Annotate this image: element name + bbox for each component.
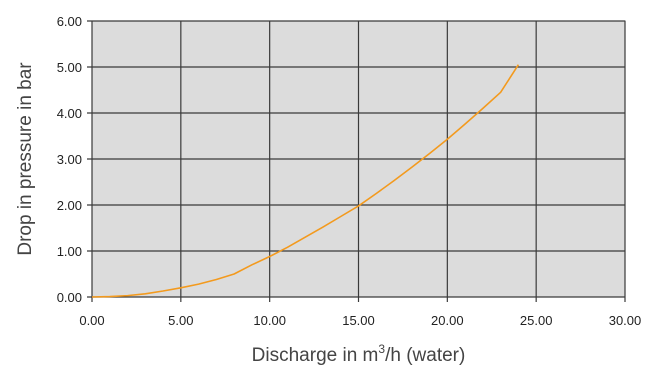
y-tick-label: 4.00 [57,106,82,121]
x-axis-ticks: 0.00 5.00 10.00 15.00 20.00 25.00 30.00 [79,313,641,328]
series-line [91,64,520,298]
x-axis-title-part: /h (water) [385,345,465,366]
x-tick-label: 25.00 [520,313,553,328]
y-tick-label: 6.00 [57,14,82,29]
y-axis-ticks: 0.00 1.00 2.00 3.00 4.00 5.00 6.00 [57,14,82,305]
x-tick-label: 10.00 [253,313,286,328]
y-tick-label: 5.00 [57,60,82,75]
y-axis-title: Drop in pressure in bar [15,62,36,256]
x-tick-label: 0.00 [79,313,104,328]
x-axis-title-superscript: 3 [378,342,385,356]
grid-lines [87,20,626,302]
x-axis-title: Discharge in m3/h (water) [252,342,466,366]
x-axis-title-part: Discharge in m [252,345,379,366]
x-tick-label: 20.00 [431,313,464,328]
y-tick-label: 1.00 [57,244,82,259]
y-tick-label: 2.00 [57,198,82,213]
x-tick-label: 5.00 [168,313,193,328]
x-tick-label: 30.00 [609,313,642,328]
y-tick-label: 0.00 [57,290,82,305]
y-tick-label: 3.00 [57,152,82,167]
x-tick-label: 15.00 [342,313,375,328]
